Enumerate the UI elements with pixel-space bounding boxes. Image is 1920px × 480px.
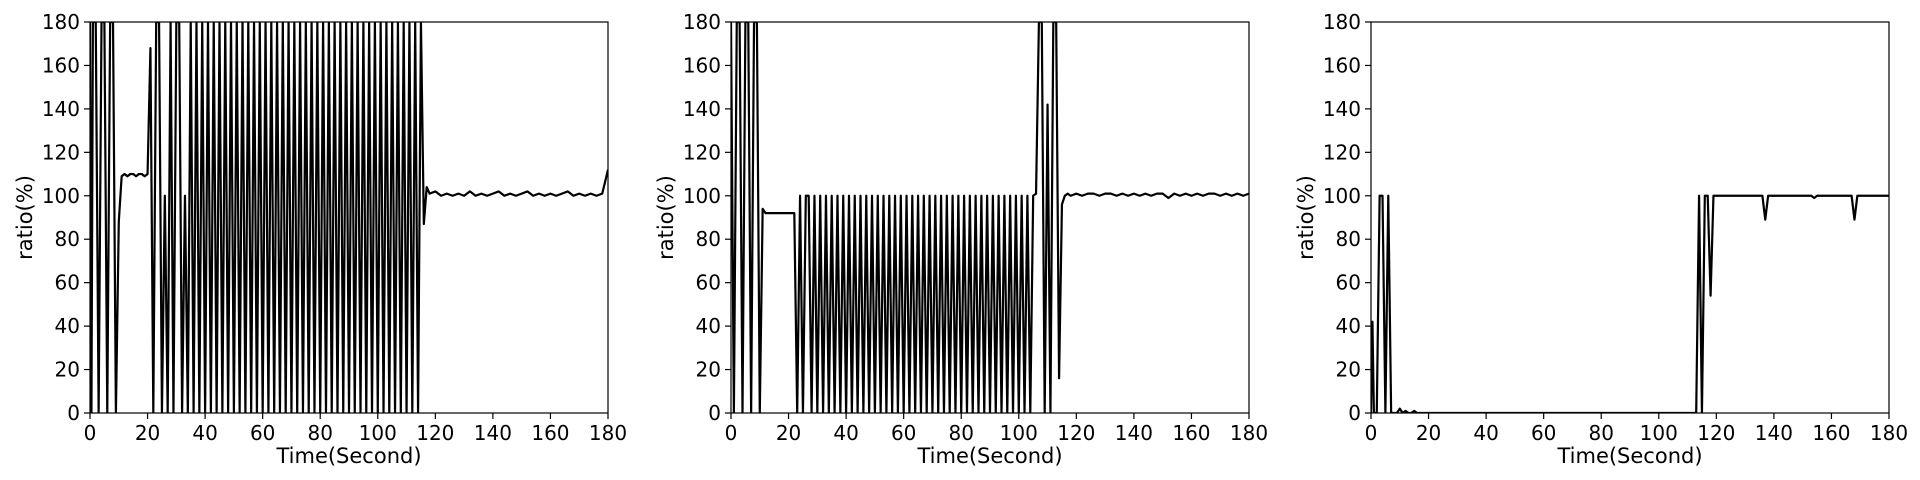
y-tick-label: 120 [683,140,721,164]
y-tick-label: 160 [1323,53,1361,77]
y-tick-label: 100 [42,184,80,208]
y-tick-label: 140 [683,97,721,121]
x-tick-label: 180 [1870,421,1908,445]
x-tick-label: 180 [589,421,627,445]
x-axis-label: Time(Second) [275,444,421,468]
x-tick-label: 140 [1115,421,1153,445]
series-line-1 [731,22,1249,413]
y-tick-label: 160 [683,53,721,77]
x-tick-label: 120 [416,421,454,445]
y-tick-label: 40 [55,314,80,338]
y-tick-label: 160 [42,53,80,77]
x-tick-label: 160 [1812,421,1850,445]
plot-frame [730,21,1250,414]
chart-panel-2: 0 20 40 60 80 100 120 140 160 180 0 20 40 60 80 100 120 1… [654,10,1268,468]
x-tick-label: 20 [135,421,160,445]
y-tick-label: 80 [696,227,721,251]
y-axis-label: ratio(%) [1294,175,1318,260]
y-tick-label: 100 [683,184,721,208]
y-tick-label: 180 [1323,10,1361,34]
y-tick-label: 60 [696,271,721,295]
x-tick-label: 60 [250,421,275,445]
y-tick-label: 0 [708,401,721,425]
x-tick-label: 20 [776,421,801,445]
x-tick-label: 140 [474,421,512,445]
y-tick-label: 100 [1323,184,1361,208]
y-tick-label: 180 [683,10,721,34]
y-tick-label: 140 [1323,97,1361,121]
y-tick-label: 20 [1336,358,1361,382]
y-tick-label: 120 [1323,140,1361,164]
x-tick-label: 100 [1000,421,1038,445]
x-axis-label: Time(Second) [916,444,1062,468]
plot-frame [1370,21,1890,414]
y-tick-label: 40 [1336,314,1361,338]
x-axis-label: Time(Second) [1556,444,1702,468]
y-tick-label: 180 [42,10,80,34]
y-tick-label: 0 [67,401,80,425]
x-tick-label: 40 [1473,421,1498,445]
y-tick-label: 0 [1348,401,1361,425]
x-tick-label: 0 [1365,421,1378,445]
x-tick-label: 80 [307,421,332,445]
x-tick-label: 40 [192,421,217,445]
y-tick-label: 60 [55,271,80,295]
chart-panel-3: 0 20 40 60 80 100 120 140 160 180 0 20 40 60 80 100 120 1… [1294,10,1908,468]
x-tick-label: 100 [359,421,397,445]
x-tick-label: 160 [531,421,569,445]
x-tick-label: 120 [1697,421,1735,445]
x-tick-label: 60 [1531,421,1556,445]
y-axis-label: ratio(%) [654,175,678,260]
y-tick-label: 80 [1336,227,1361,251]
y-axis-label: ratio(%) [13,175,37,260]
x-tick-label: 60 [891,421,916,445]
plot-frame [89,21,609,414]
series-line-1 [1371,194,1889,413]
x-tick-label: 40 [833,421,858,445]
y-tick-label: 120 [42,140,80,164]
chart-panel-1: 0 20 40 60 80 100 120 140 160 180 0 20 40 60 80 100 120 1… [13,10,627,468]
series-line-1 [90,22,608,413]
y-tick-label: 140 [42,97,80,121]
y-tick-label: 60 [1336,271,1361,295]
x-tick-label: 0 [84,421,97,445]
x-tick-label: 0 [725,421,738,445]
x-tick-label: 180 [1230,421,1268,445]
x-tick-label: 120 [1057,421,1095,445]
x-tick-label: 20 [1416,421,1441,445]
x-tick-label: 80 [948,421,973,445]
y-tick-label: 80 [55,227,80,251]
x-tick-label: 80 [1588,421,1613,445]
y-tick-label: 40 [696,314,721,338]
y-tick-label: 20 [55,358,80,382]
x-tick-label: 140 [1755,421,1793,445]
x-tick-label: 160 [1172,421,1210,445]
x-tick-label: 100 [1640,421,1678,445]
y-tick-label: 20 [696,358,721,382]
